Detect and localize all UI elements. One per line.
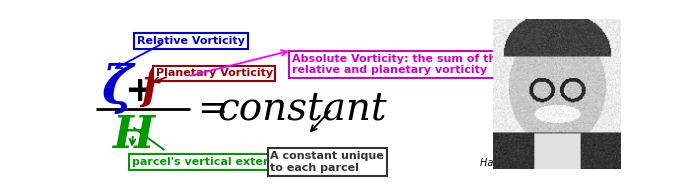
Text: f: f [142,66,160,108]
Text: Planetary Vorticity: Planetary Vorticity [156,68,273,78]
Text: Absolute Vorticity: the sum of the
relative and planetary vorticity: Absolute Vorticity: the sum of the relat… [291,54,504,75]
Text: ζ: ζ [101,63,132,114]
Text: Relative Vorticity: Relative Vorticity [137,36,245,46]
Text: Hans Ertel (1904-1971): Hans Ertel (1904-1971) [480,158,595,168]
Text: parcel's vertical extent: parcel's vertical extent [132,157,276,167]
Text: +: + [125,74,155,108]
Text: =: = [197,92,227,126]
Text: A constant unique
to each parcel: A constant unique to each parcel [270,151,384,173]
Text: constant: constant [217,90,387,127]
Text: H: H [112,114,154,157]
